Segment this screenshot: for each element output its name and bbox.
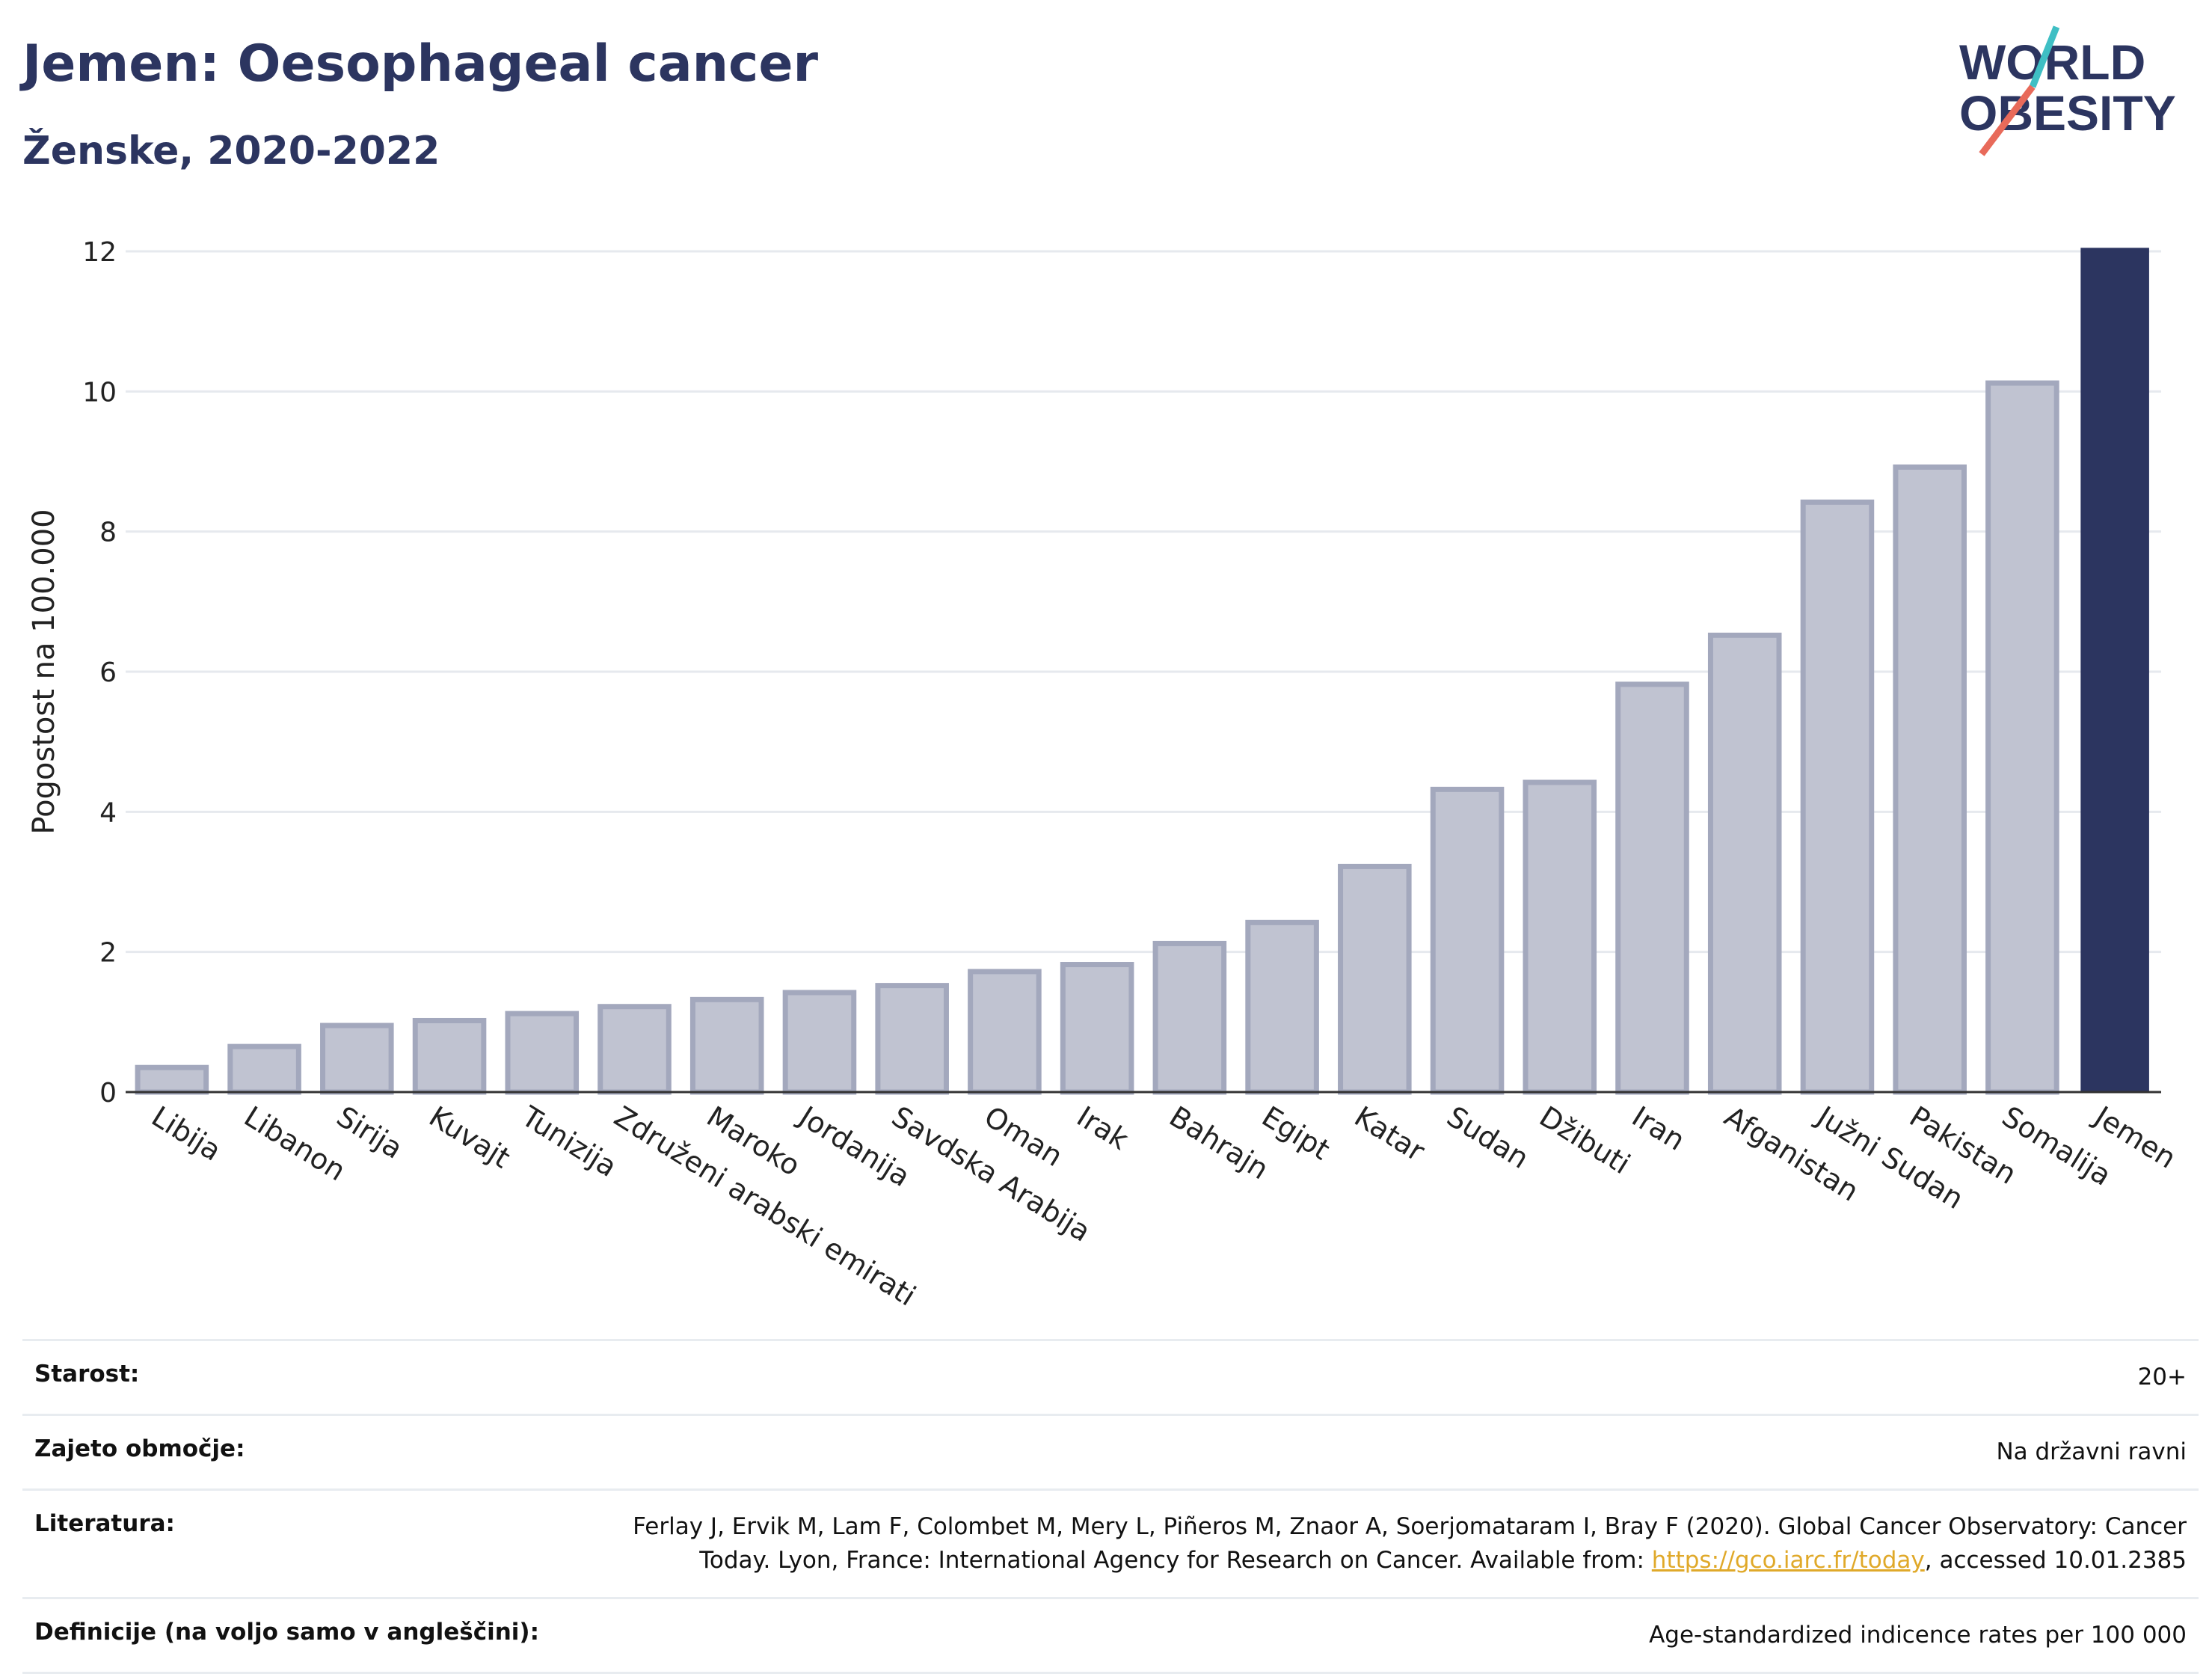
bar <box>2080 248 2149 1093</box>
x-tick-label: Libija <box>146 1100 227 1167</box>
literature-text: Ferlay J, Ervik M, Lam F, Colombet M, Me… <box>633 1512 2187 1574</box>
info-label: Literatura: <box>22 1488 570 1599</box>
literature-accessed: , accessed 10.01.2385 <box>1924 1546 2187 1574</box>
x-tick-label: Katar <box>1349 1100 1431 1168</box>
bar <box>1430 786 1505 1095</box>
bar <box>1338 863 1412 1095</box>
y-axis-label: Pogostost na 100.000 <box>27 509 61 834</box>
x-tick-label: Sudan <box>1441 1100 1534 1175</box>
x-tick-label: Irak <box>1071 1100 1134 1156</box>
info-label: Definicije (na voljo samo v angleščini): <box>22 1596 570 1674</box>
info-row-definitions: Definicije (na voljo samo v angleščini):… <box>22 1596 2199 1674</box>
logo-slash-teal <box>2029 25 2060 88</box>
y-tick-label: 12 <box>82 237 117 268</box>
y-tick-label: 6 <box>99 657 117 688</box>
logo-slash-coral <box>1979 85 2036 156</box>
y-tick-label: 10 <box>82 377 117 408</box>
source-link[interactable]: https://gco.iarc.fr/today <box>1651 1546 1925 1574</box>
bar <box>968 969 1042 1095</box>
bar <box>1893 464 1967 1095</box>
bar <box>320 1023 394 1095</box>
info-row-literature: Literatura: Ferlay J, Ervik M, Lam F, Co… <box>22 1488 2199 1599</box>
bar <box>782 990 857 1095</box>
bar <box>689 996 764 1095</box>
bar <box>505 1011 580 1095</box>
bar <box>1707 632 1782 1095</box>
y-tick-labels: 0 2 4 6 8 10 12 <box>82 237 117 1109</box>
x-tick-label: Džibuti <box>1534 1100 1635 1180</box>
info-value: Age-standardized indicence rates per 100… <box>570 1596 2199 1674</box>
bar <box>135 1064 209 1095</box>
x-tick-label: Iran <box>1626 1100 1691 1157</box>
bar <box>1615 681 1689 1095</box>
info-row-age: Starost: 20+ <box>22 1339 2199 1416</box>
info-value: Ferlay J, Ervik M, Lam F, Colombet M, Me… <box>570 1488 2199 1599</box>
bar <box>1985 380 2059 1095</box>
info-table: Starost: 20+ Zajeto območje: Na državni … <box>22 1339 2199 1674</box>
world-obesity-logo: WORLD OBESITY <box>1959 25 2176 156</box>
info-label: Starost: <box>22 1339 570 1416</box>
bar <box>1060 962 1134 1095</box>
bar <box>1152 940 1227 1095</box>
y-tick-label: 4 <box>99 797 117 828</box>
info-row-coverage: Zajeto območje: Na državni ravni <box>22 1413 2199 1491</box>
page-subtitle: Ženske, 2020-2022 <box>22 129 440 174</box>
x-tick-label: Libanon <box>239 1100 351 1187</box>
y-tick-label: 8 <box>99 518 117 548</box>
x-tick-label: Bahrajn <box>1164 1100 1274 1186</box>
x-tick-label: Tunizija <box>515 1100 622 1183</box>
bars <box>135 248 2149 1095</box>
page-title: Jemen: Oesophageal cancer <box>22 34 818 93</box>
bar <box>1523 779 1597 1095</box>
bar <box>227 1043 301 1095</box>
bar <box>1245 919 1319 1095</box>
info-value: Na državni ravni <box>570 1413 2199 1491</box>
bar <box>1800 499 1875 1095</box>
bar <box>875 983 949 1095</box>
info-value: 20+ <box>570 1339 2199 1416</box>
y-tick-label: 0 <box>99 1078 117 1109</box>
y-tick-label: 2 <box>99 938 117 969</box>
x-tick-label: Kuvajt <box>423 1100 516 1174</box>
bar <box>412 1017 487 1095</box>
info-label: Zajeto območje: <box>22 1413 570 1491</box>
bar <box>597 1004 672 1095</box>
